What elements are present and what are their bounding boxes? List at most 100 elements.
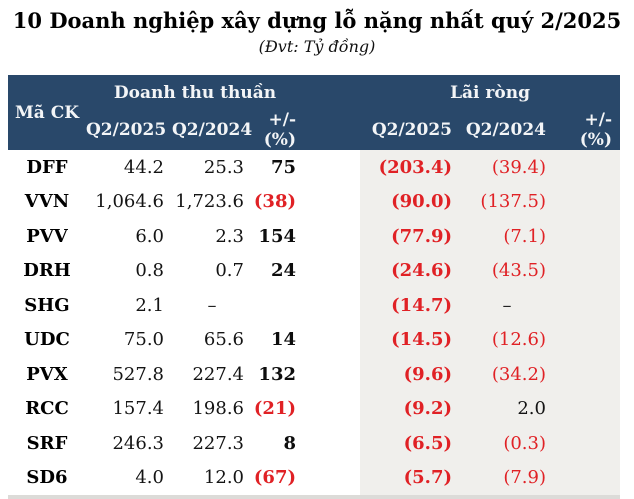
profit-change-cell xyxy=(554,426,621,461)
profit-change-cell xyxy=(554,253,621,288)
table-row: DRH 0.8 0.7 24 (24.6) (43.5) xyxy=(8,253,621,289)
table-bottom-edge xyxy=(8,495,620,499)
revenue-q2-2024-cell: 65.6 xyxy=(203,329,244,351)
revenue-q2-2025-cell: 2.1 xyxy=(135,294,164,316)
profit-change-cell xyxy=(554,288,621,323)
profit-q2-2024-cell: (7.9) xyxy=(460,460,554,495)
table-row: UDC 75.0 65.6 14 (14.5) (12.6) xyxy=(8,322,621,358)
profit-q2-2024-cell: 2.0 xyxy=(460,391,554,426)
profit-change-cell xyxy=(554,219,621,254)
table-body: DFF 44.2 25.3 75 (203.4) (39.4) VVN 1,06… xyxy=(8,150,621,496)
profit-change-cell xyxy=(554,150,621,185)
row-spacer xyxy=(304,461,360,496)
ticker-cell: PVV xyxy=(26,225,68,247)
revenue-q2-2025-cell: 75.0 xyxy=(123,329,164,351)
ticker-cell: SHG xyxy=(24,294,70,316)
revenue-q2-2025-cell: 0.8 xyxy=(135,260,164,282)
profit-q2-2025-header: Q2/2025 xyxy=(360,110,460,150)
row-spacer xyxy=(304,185,360,220)
profit-change-cell xyxy=(554,184,621,219)
profit-q2-2025-cell: (14.5) xyxy=(360,322,460,357)
revenue-change-cell: 132 xyxy=(258,363,296,385)
revenue-change-cell: 154 xyxy=(258,225,296,247)
revenue-change-cell: 75 xyxy=(270,156,296,178)
profit-q2-2024-cell: – xyxy=(460,288,554,323)
group-header-row: Mã CK Doanh thu thuần Lãi ròng xyxy=(8,75,621,150)
profit-q2-2025-cell: (77.9) xyxy=(360,219,460,254)
revenue-change-cell: (38) xyxy=(253,191,296,213)
row-spacer xyxy=(304,323,360,358)
revenue-q2-2024-cell: 227.4 xyxy=(192,363,244,385)
revenue-q2-2025-cell: 157.4 xyxy=(112,398,164,420)
profit-q2-2025-cell: (90.0) xyxy=(360,184,460,219)
revenue-q2-2024-cell: 12.0 xyxy=(203,467,244,489)
unit-note: (Đvt: Tỷ đồng) xyxy=(258,37,376,56)
ticker-cell: DRH xyxy=(23,260,71,282)
profit-q2-2025-cell: (5.7) xyxy=(360,460,460,495)
profit-q2-2025-cell: (6.5) xyxy=(360,426,460,461)
row-spacer xyxy=(304,254,360,289)
profit-q2-2024-cell: (7.1) xyxy=(460,219,554,254)
ticker-cell: SD6 xyxy=(26,467,68,489)
table-row: VVN 1,064.6 1,723.6 (38) (90.0) (137.5) xyxy=(8,184,621,220)
revenue-q2-2024-cell: 0.7 xyxy=(215,260,244,282)
table-row: SHG 2.1 – (14.7) – xyxy=(8,288,621,323)
table-row: RCC 157.4 198.6 (21) (9.2) 2.0 xyxy=(8,391,621,427)
profit-q2-2024-cell: (34.2) xyxy=(460,357,554,392)
revenue-q2-2024-cell: 1,723.6 xyxy=(175,191,244,213)
profit-q2-2025-cell: (14.7) xyxy=(360,288,460,323)
revenue-change-header: +/- (%) xyxy=(252,110,304,150)
revenue-q2-2025-header: Q2/2025 xyxy=(86,110,172,150)
profit-q2-2025-cell: (203.4) xyxy=(360,150,460,185)
ticker-cell: UDC xyxy=(24,329,70,351)
table-row: SRF 246.3 227.3 8 (6.5) (0.3) xyxy=(8,426,621,461)
profit-q2-2025-cell: (24.6) xyxy=(360,253,460,288)
revenue-q2-2025-cell: 527.8 xyxy=(112,363,164,385)
table-row: PVV 6.0 2.3 154 (77.9) (7.1) xyxy=(8,219,621,254)
revenue-q2-2025-cell: 6.0 xyxy=(135,225,164,247)
row-spacer xyxy=(304,150,360,185)
profit-change-cell xyxy=(554,322,621,357)
profit-q2-2025-cell: (9.6) xyxy=(360,357,460,392)
profit-change-header: +/- (%) xyxy=(554,110,621,150)
ticker-column-header: Mã CK xyxy=(8,75,86,150)
revenue-change-cell: 14 xyxy=(270,329,296,351)
profit-q2-2024-cell: (0.3) xyxy=(460,426,554,461)
revenue-change-cell: 24 xyxy=(270,260,296,282)
revenue-q2-2025-cell: 4.0 xyxy=(135,467,164,489)
ticker-cell: PVX xyxy=(26,363,68,385)
revenue-q2-2025-cell: 246.3 xyxy=(112,432,164,454)
revenue-change-cell: 8 xyxy=(283,432,296,454)
table-header: Mã CK Doanh thu thuần Lãi ròng Q2/2025 Q… xyxy=(8,75,621,150)
table-row: PVX 527.8 227.4 132 (9.6) (34.2) xyxy=(8,357,621,392)
profit-q2-2024-cell: (137.5) xyxy=(460,184,554,219)
row-spacer xyxy=(304,392,360,427)
revenue-q2-2025-cell: 44.2 xyxy=(123,156,164,178)
row-spacer xyxy=(304,219,360,254)
revenue-q2-2024-cell: 227.3 xyxy=(192,432,244,454)
revenue-q2-2024-cell: – xyxy=(207,294,217,316)
sub-header-row: Q2/2025 Q2/2024 +/- (%) Q2/2025 Q2/2024 … xyxy=(8,110,621,150)
revenue-q2-2024-header: Q2/2024 xyxy=(172,110,252,150)
losses-table: Mã CK Doanh thu thuần Lãi ròng Q2/2025 Q… xyxy=(8,75,621,496)
profit-q2-2024-header: Q2/2024 xyxy=(460,110,554,150)
ticker-cell: DFF xyxy=(26,156,68,178)
profit-change-cell xyxy=(554,391,621,426)
profit-q2-2024-cell: (12.6) xyxy=(460,322,554,357)
ticker-cell: SRF xyxy=(26,432,68,454)
profit-group-header: Lãi ròng xyxy=(360,75,621,110)
table-row: DFF 44.2 25.3 75 (203.4) (39.4) xyxy=(8,150,621,185)
revenue-q2-2025-cell: 1,064.6 xyxy=(95,191,164,213)
revenue-change-cell: (67) xyxy=(253,467,296,489)
page-title: 10 Doanh nghiệp xây dựng lỗ nặng nhất qu… xyxy=(12,8,622,33)
revenue-q2-2024-cell: 198.6 xyxy=(192,398,244,420)
row-spacer xyxy=(304,426,360,461)
profit-q2-2024-cell: (43.5) xyxy=(460,253,554,288)
revenue-q2-2024-cell: 2.3 xyxy=(215,225,244,247)
header-spacer xyxy=(304,75,360,150)
profit-q2-2024-cell: (39.4) xyxy=(460,150,554,185)
row-spacer xyxy=(304,357,360,392)
row-spacer xyxy=(304,288,360,323)
ticker-cell: RCC xyxy=(25,398,69,420)
revenue-change-cell: (21) xyxy=(253,398,296,420)
